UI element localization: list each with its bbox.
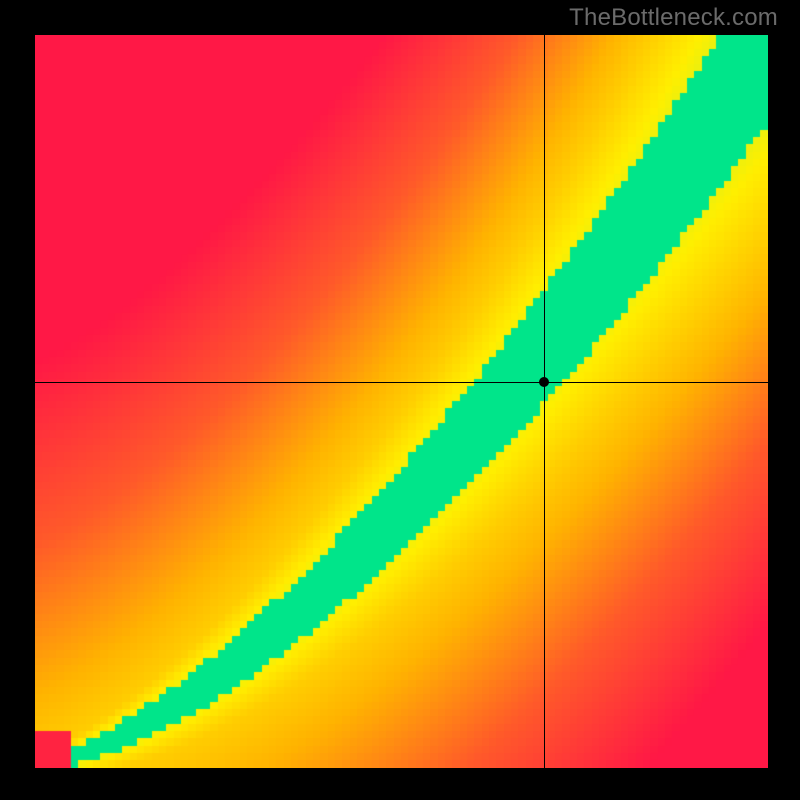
crosshair-marker [539,377,549,387]
crosshair-vertical [544,35,545,768]
heatmap-canvas [35,35,768,768]
plot-area [35,35,768,768]
watermark-text: TheBottleneck.com [569,4,778,32]
chart-container: TheBottleneck.com [0,0,800,800]
crosshair-horizontal [35,382,768,383]
